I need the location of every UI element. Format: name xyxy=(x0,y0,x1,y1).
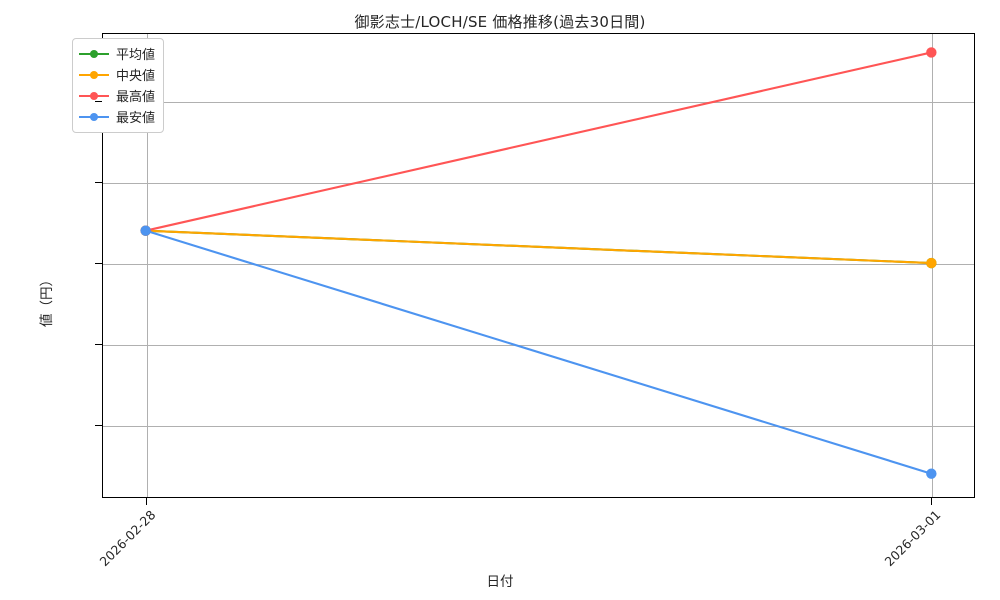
y-gridline xyxy=(103,183,974,185)
data-point xyxy=(926,468,937,479)
legend-marker-icon xyxy=(79,48,109,60)
data-point xyxy=(140,225,151,236)
y-tick-mark xyxy=(95,425,102,427)
x-gridline xyxy=(146,34,148,497)
legend-item-label: 中央値 xyxy=(116,69,156,84)
y-gridline xyxy=(103,345,974,347)
page-title: 御影志士/LOCH/SE 価格推移(過去30日間) xyxy=(354,13,646,31)
series-中央値 xyxy=(140,225,937,269)
y-gridline xyxy=(103,102,974,104)
legend-marker-icon xyxy=(79,111,109,123)
legend-item-label: 平均値 xyxy=(116,48,156,63)
x-axis-label: 日付 xyxy=(486,574,514,590)
data-point xyxy=(926,257,937,269)
data-point xyxy=(926,47,937,58)
y-tick-mark xyxy=(95,182,102,184)
legend-marker-icon xyxy=(79,90,109,102)
series-最高値 xyxy=(140,47,937,236)
legend-item-平均値[interactable]: 平均値 xyxy=(79,43,155,64)
x-tick-mark xyxy=(931,498,933,505)
y-tick-mark xyxy=(95,101,102,103)
series-line xyxy=(145,229,932,475)
series-line xyxy=(145,51,932,232)
plot-area xyxy=(102,33,975,498)
legend-marker-icon xyxy=(79,69,109,81)
legend-item-最高値[interactable]: 最高値 xyxy=(79,85,155,106)
y-tick-mark xyxy=(95,263,102,265)
y-gridline xyxy=(103,426,974,428)
series-最安値 xyxy=(140,225,937,479)
y-gridline xyxy=(103,264,974,266)
x-tick-mark xyxy=(145,498,147,505)
y-tick-mark xyxy=(95,344,102,346)
legend-item-最安値[interactable]: 最安値 xyxy=(79,106,155,127)
series-line xyxy=(145,229,932,265)
legend: 平均値中央値最高値最安値 xyxy=(72,38,165,133)
legend-item-label: 最安値 xyxy=(116,111,156,126)
legend-item-label: 最高値 xyxy=(116,90,156,105)
legend-item-中央値[interactable]: 中央値 xyxy=(79,64,155,85)
